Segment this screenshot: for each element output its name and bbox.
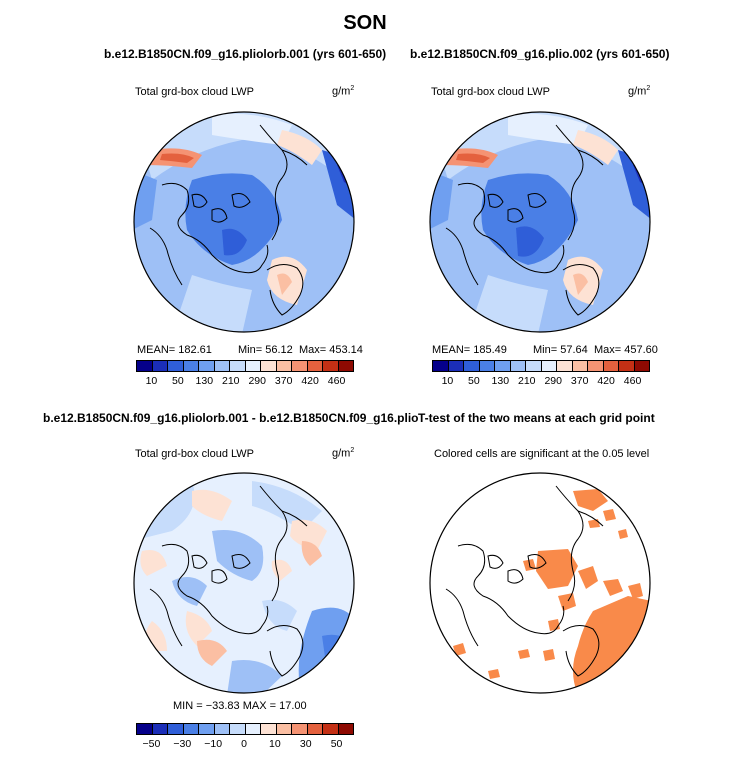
colorbar-cell (152, 724, 168, 734)
colorbar-cell (230, 361, 246, 371)
colorbar-cell (183, 724, 199, 734)
colorbar-tick-label: 420 (597, 375, 615, 387)
map-bottom-left (133, 472, 355, 694)
colorbar-cell (214, 724, 230, 734)
colorbar-cell (137, 724, 153, 734)
colorbar-cell (479, 361, 495, 371)
colorbar-tick-label: 420 (301, 375, 319, 387)
colorbar-cell (245, 724, 261, 734)
panel-top-right-mean: MEAN= 185.49 (432, 344, 507, 356)
panel-bottom-left-unit: g/m2 (332, 447, 355, 460)
colorbar-top-right-ticks: 10 50 130 210 290 370 420 460 (432, 375, 648, 389)
colorbar-tick-label: 50 (330, 738, 343, 750)
colorbar-cell (137, 361, 153, 371)
colorbar-tick-label: 30 (299, 738, 312, 750)
panel-bottom-right-subtitle: Colored cells are significant at the 0.0… (434, 448, 650, 460)
colorbar-tick-label: 10 (269, 738, 281, 750)
colorbar-tick-label: −10 (204, 738, 223, 750)
colorbar-cell (245, 361, 261, 371)
colorbar-tick-label: 290 (544, 375, 562, 387)
colorbar-cell (276, 361, 292, 371)
colorbar-cell (214, 361, 230, 371)
colorbar-tick-label: −30 (173, 738, 192, 750)
colorbar-top-left-ticks: 10 50 130 210 290 370 420 460 (136, 375, 352, 389)
colorbar-tick-label: 130 (491, 375, 510, 387)
colorbar-cell (168, 724, 184, 734)
colorbar-tick-label: 50 (172, 375, 184, 387)
colorbar-tick-label: 370 (274, 375, 293, 387)
colorbar-cell (338, 724, 353, 734)
map-top-right (429, 111, 651, 333)
colorbar-cell (464, 361, 480, 371)
colorbar-cell (619, 361, 635, 371)
colorbar-cell (557, 361, 573, 371)
panel-top-left-header: b.e12.B1850CN.f09_g16.pliolorb.001 (yrs … (104, 47, 387, 61)
panel-top-right-max: Max= 457.60 (594, 344, 658, 356)
colorbar-tick-label: 370 (570, 375, 589, 387)
colorbar-cell (230, 724, 246, 734)
colorbar-bottom-left-ticks: −50 −30 −10 0 10 30 50 (136, 738, 352, 752)
colorbar-tick-label: 460 (327, 375, 346, 387)
panel-bottom-left-minmax: MIN = −33.83 MAX = 17.00 (173, 700, 307, 712)
colorbar-cell (292, 724, 308, 734)
colorbar-cell (183, 361, 199, 371)
colorbar-cell (307, 724, 323, 734)
colorbar-cell (152, 361, 168, 371)
map-top-left (133, 111, 355, 333)
colorbar-cell (323, 724, 339, 734)
colorbar-cell (276, 724, 292, 734)
panel-bottom-left-variable: Total grd-box cloud LWP (135, 448, 255, 460)
colorbar-cell (307, 361, 323, 371)
colorbar-cell (199, 361, 215, 371)
colorbar-tick-label: 10 (145, 375, 158, 387)
colorbar-top-right (432, 360, 650, 372)
colorbar-cell (323, 361, 339, 371)
colorbar-top-left (136, 360, 354, 372)
colorbar-tick-label: 210 (518, 375, 536, 387)
colorbar-tick-label: 210 (222, 375, 240, 387)
colorbar-tick-label: 130 (195, 375, 214, 387)
panel-top-left-max: Max= 453.14 (299, 344, 363, 356)
colorbar-cell (572, 361, 588, 371)
panel-top-right-unit: g/m2 (628, 85, 651, 98)
colorbar-cell (541, 361, 557, 371)
panel-top-left-variable: Total grd-box cloud LWP (135, 86, 255, 98)
colorbar-bottom-left (136, 723, 354, 735)
colorbar-tick-label: −50 (142, 738, 161, 750)
panel-top-left-mean: MEAN= 182.61 (137, 344, 212, 356)
map-bottom-right (429, 472, 651, 694)
colorbar-tick-label: 460 (623, 375, 642, 387)
colorbar-cell (338, 361, 353, 371)
panel-top-left-unit: g/m2 (332, 85, 355, 98)
panel-bottom-left-header: b.e12.B1850CN.f09_g16.pliolorb.001 - b.e… (43, 411, 442, 425)
colorbar-cell (199, 724, 215, 734)
colorbar-cell (433, 361, 449, 371)
colorbar-cell (603, 361, 619, 371)
colorbar-cell (261, 361, 277, 371)
colorbar-cell (588, 361, 604, 371)
colorbar-tick-label: 10 (441, 375, 454, 387)
colorbar-tick-label: 0 (241, 738, 247, 750)
panel-top-right-min: Min= 57.64 (533, 344, 588, 356)
colorbar-cell (634, 361, 649, 371)
figure-title: SON (343, 12, 387, 34)
colorbar-cell (292, 361, 308, 371)
colorbar-cell (261, 724, 277, 734)
panel-top-left-min: Min= 56.12 (238, 344, 293, 356)
colorbar-cell (448, 361, 464, 371)
panel-bottom-right-header: T-test of the two means at each grid poi… (418, 411, 655, 425)
colorbar-cell (495, 361, 511, 371)
colorbar-cell (168, 361, 184, 371)
colorbar-cell (526, 361, 542, 371)
colorbar-tick-label: 290 (248, 375, 266, 387)
panel-top-right-header: b.e12.B1850CN.f09_g16.plio.002 (yrs 601-… (410, 47, 670, 61)
colorbar-tick-label: 50 (468, 375, 480, 387)
colorbar-cell (510, 361, 526, 371)
panel-top-right-variable: Total grd-box cloud LWP (431, 86, 551, 98)
